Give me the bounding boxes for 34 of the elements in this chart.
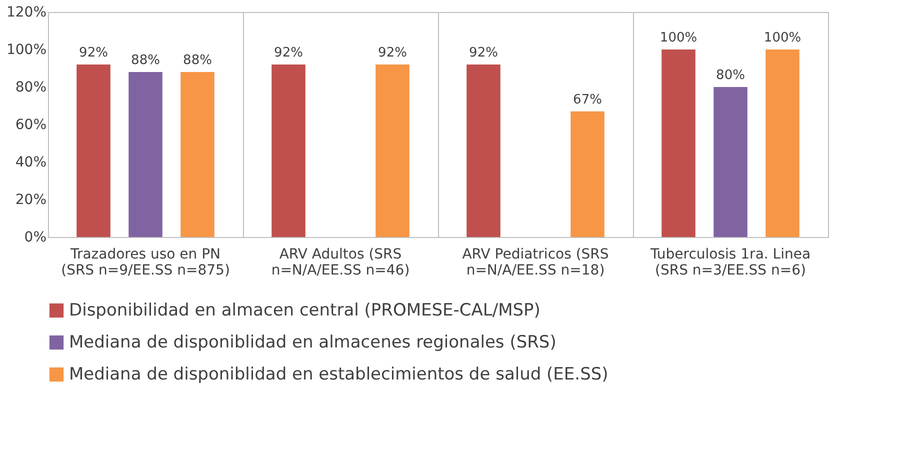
bar xyxy=(570,111,604,237)
y-tick-label: 20% xyxy=(15,192,46,208)
text: 80% xyxy=(716,68,745,83)
bar xyxy=(76,64,110,237)
y-tick-label: 100% xyxy=(6,42,46,58)
x-tick-label: ARV Adultos (SRS n=N/A/EE.SS n=46) xyxy=(271,246,410,278)
bar xyxy=(766,50,800,237)
legend-label: Mediana de disponiblidad en establecimientos de salud (EE.SS) xyxy=(69,364,608,384)
text: 67% xyxy=(573,92,602,108)
x-tick-label: Trazadores uso en PN (SRS n=9/EE.SS n=875) xyxy=(61,246,230,278)
y-tick-label: 0% xyxy=(24,230,46,246)
bar xyxy=(662,50,696,237)
bar xyxy=(272,64,306,237)
y-tick-label: 120% xyxy=(6,4,46,20)
bar xyxy=(128,72,162,237)
x-tick-label: Tuberculosis 1ra. Linea (SRS n=3/EE.SS n=6) xyxy=(649,246,811,278)
bar xyxy=(376,64,410,237)
legend-label: Mediana de disponiblidad en almacenes regionales (SRS) xyxy=(69,332,556,352)
legend-label: Disponibilidad en almacen central (PROMESE-CAL/MSP) xyxy=(69,300,540,320)
text: 88% xyxy=(183,53,212,68)
y-tick-label: 40% xyxy=(15,154,46,170)
bar xyxy=(714,87,748,237)
x-tick-label: ARV Pediatricos (SRS n=N/A/EE.SS n=18) xyxy=(462,246,609,278)
text: 100% xyxy=(764,30,802,46)
text: 92% xyxy=(469,46,498,60)
text: 92% xyxy=(79,46,108,60)
text: 88% xyxy=(131,53,160,68)
text: 100% xyxy=(660,30,698,46)
bar xyxy=(180,72,214,237)
text: 92% xyxy=(378,46,407,60)
y-tick-label: 60% xyxy=(15,117,46,133)
text: 92% xyxy=(274,46,303,60)
bar xyxy=(466,64,500,237)
y-tick-label: 80% xyxy=(15,80,46,96)
